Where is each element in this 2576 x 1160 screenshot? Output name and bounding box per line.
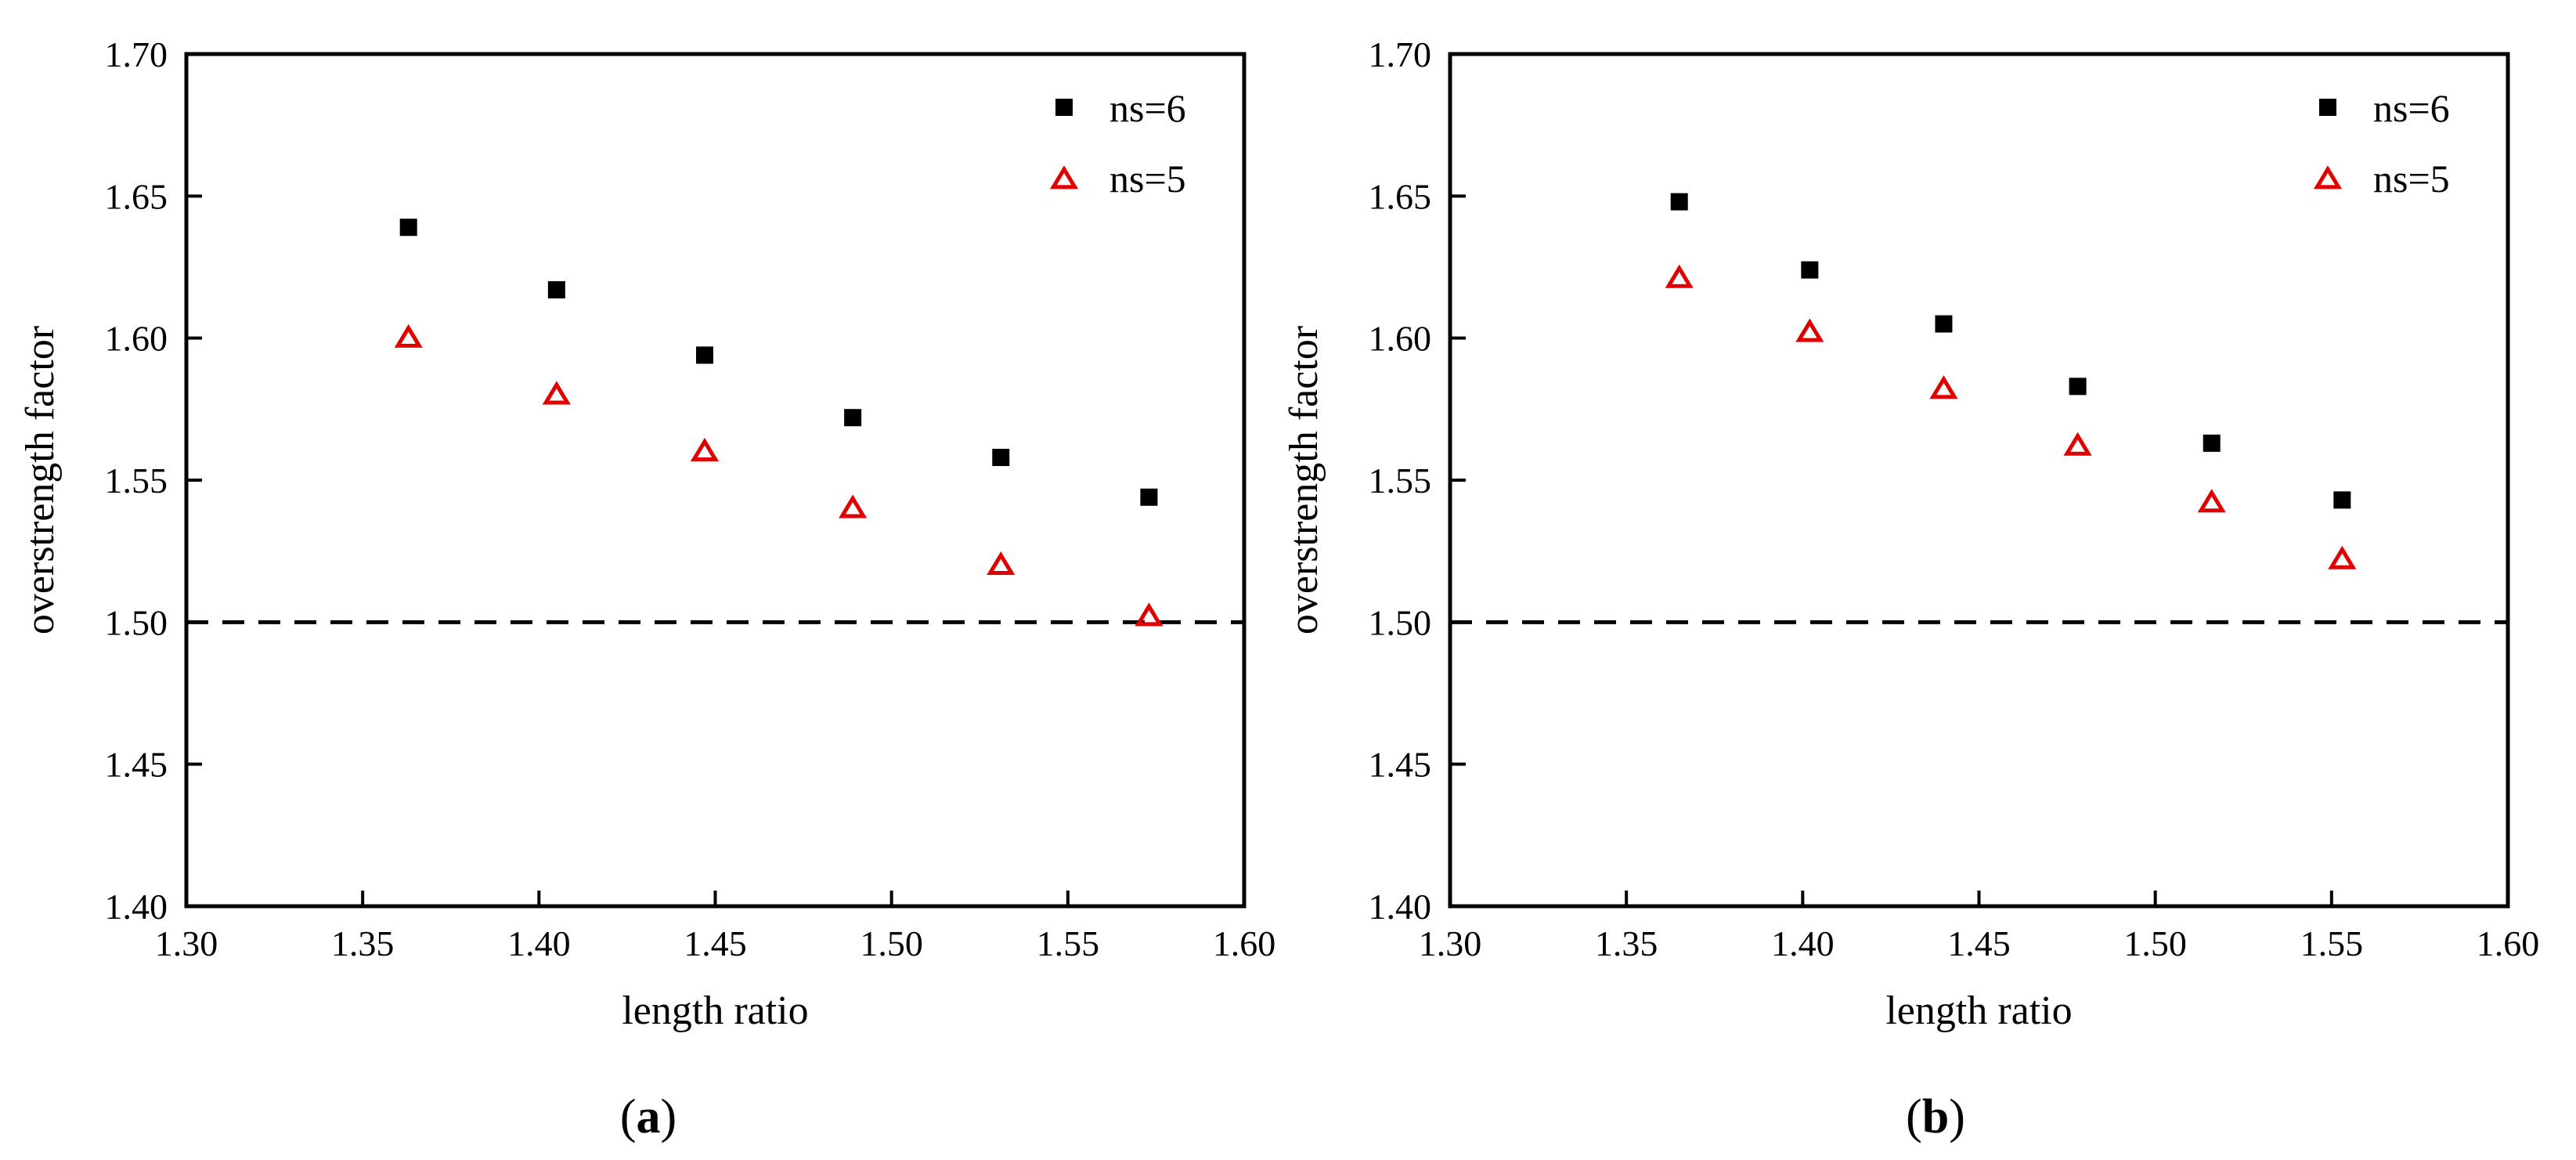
series-filled-square (1670, 193, 2351, 509)
panel-label-open: ( (1906, 1090, 1922, 1144)
y-tick-label: 1.70 (105, 34, 168, 74)
data-point-triangle (394, 323, 423, 348)
data-point-square (695, 346, 713, 364)
x-tick-label: 1.40 (1771, 923, 1835, 963)
y-tick-label: 1.50 (105, 602, 168, 642)
panel-label: (a) (620, 1090, 676, 1144)
x-tick-label: 1.45 (1947, 923, 2011, 963)
data-point-square (1670, 193, 1688, 211)
y-tick-label: 1.40 (1369, 887, 1432, 927)
x-tick-label: 1.35 (1595, 923, 1658, 963)
panel-label-open: ( (620, 1090, 637, 1144)
legend: ns=6 ns=5 (2313, 86, 2450, 201)
y-tick-label: 1.50 (1369, 602, 1432, 642)
data-point-triangle (2328, 545, 2357, 569)
y-tick-label: 1.65 (1369, 176, 1432, 216)
data-point-triangle (1795, 318, 1824, 342)
data-point-square (547, 281, 565, 299)
legend-marker-triangle (2313, 165, 2343, 190)
chart-panel-b: 1.30 1.35 1.40 1.45 1.50 1.55 1.60 1.40 1.45 1.50… (1282, 34, 2539, 1144)
legend-label: ns=6 (2373, 86, 2450, 130)
plot-frame (184, 52, 1247, 909)
data-point-triangle (1135, 602, 1164, 627)
panel-label-letter: b (1922, 1090, 1949, 1144)
x-tick-label: 1.60 (2477, 923, 2540, 963)
data-point-square (992, 448, 1010, 466)
legend-label: ns=5 (1109, 157, 1186, 201)
data-point-square (2069, 378, 2087, 396)
data-point-triangle (1929, 375, 1958, 399)
y-axis-title: overstrength factor (1282, 326, 1326, 634)
x-tick-label: 1.50 (2123, 923, 2187, 963)
plot-frame (1448, 52, 2510, 909)
data-point-triangle (690, 437, 720, 461)
data-point-square (2333, 491, 2351, 509)
panel-label-close: ) (1949, 1090, 1965, 1144)
y-tick-label: 1.70 (1369, 34, 1432, 74)
y-tick-label: 1.60 (105, 319, 168, 359)
y-tick-label: 1.40 (105, 887, 168, 927)
legend-marker-square (2319, 99, 2336, 116)
x-axis-title: length ratio (1885, 988, 2072, 1033)
legend: ns=6 ns=5 (1049, 86, 1186, 201)
panel-label-close: ) (661, 1090, 677, 1144)
series-open-triangle (1665, 264, 2357, 569)
x-axis-title: length ratio (622, 988, 808, 1033)
panel-label-letter: a (637, 1090, 661, 1144)
y-tick-label: 1.60 (1369, 319, 1432, 359)
data-point-triangle (2197, 489, 2226, 513)
x-tick-label: 1.55 (1037, 923, 1100, 963)
data-point-triangle (987, 551, 1016, 576)
panel-label: (b) (1906, 1090, 1965, 1144)
data-point-square (399, 219, 417, 237)
data-point-square (1935, 315, 1953, 333)
x-tick-label: 1.50 (860, 923, 923, 963)
data-point-square (1140, 488, 1158, 506)
data-point-triangle (542, 381, 571, 405)
x-tick-label: 1.55 (2300, 923, 2364, 963)
series-filled-square (399, 219, 1158, 506)
legend-label: ns=6 (1109, 86, 1186, 130)
y-tick-label: 1.65 (105, 176, 168, 216)
x-tick-label: 1.40 (507, 923, 571, 963)
x-tick-label: 1.45 (684, 923, 747, 963)
data-point-triangle (2063, 432, 2092, 456)
y-axis-title: overstrength factor (18, 326, 63, 634)
legend-label: ns=5 (2373, 157, 2450, 201)
data-point-triangle (1665, 264, 1694, 288)
x-tick-label: 1.30 (1419, 923, 1482, 963)
x-tick-label: 1.35 (331, 923, 395, 963)
legend-marker-triangle (1049, 165, 1079, 190)
legend-marker-square (1055, 99, 1073, 116)
y-tick-label: 1.45 (1369, 745, 1432, 785)
series-open-triangle (394, 323, 1164, 627)
x-tick-label: 1.30 (155, 923, 218, 963)
chart-panel-a: 1.30 1.35 1.40 1.45 1.50 1.55 1.60 1.40 1.45 1.50… (18, 34, 1275, 1144)
x-tick-label: 1.60 (1213, 923, 1276, 963)
data-point-triangle (839, 494, 868, 519)
y-tick-label: 1.55 (1369, 461, 1432, 500)
y-tick-label: 1.45 (105, 745, 168, 785)
data-point-square (844, 409, 862, 427)
y-tick-label: 1.55 (105, 461, 168, 500)
data-point-square (1801, 261, 1819, 279)
data-point-square (2203, 434, 2221, 452)
